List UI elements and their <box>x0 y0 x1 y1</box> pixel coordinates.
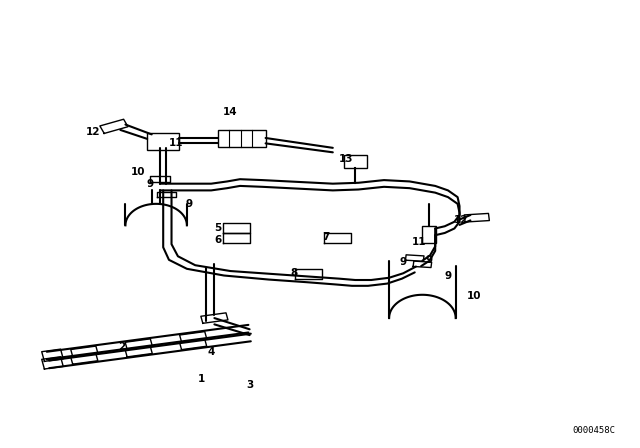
Text: 9: 9 <box>185 199 193 209</box>
Text: 8: 8 <box>291 268 298 278</box>
Text: 0000458C: 0000458C <box>573 426 616 435</box>
Text: 6: 6 <box>214 235 221 245</box>
Text: 7: 7 <box>323 233 330 242</box>
Text: 2: 2 <box>118 342 125 352</box>
Polygon shape <box>223 223 250 233</box>
Text: 9: 9 <box>444 271 452 280</box>
Text: 9: 9 <box>425 255 433 265</box>
Text: 12: 12 <box>454 215 468 224</box>
Text: 11: 11 <box>169 138 183 148</box>
Polygon shape <box>223 233 250 243</box>
Text: 5: 5 <box>214 224 221 233</box>
Text: 14: 14 <box>223 107 237 117</box>
Text: 11: 11 <box>412 237 426 247</box>
Text: 9: 9 <box>147 179 154 189</box>
Bar <box>218 130 266 147</box>
Bar <box>422 226 436 243</box>
Text: 13: 13 <box>339 154 353 164</box>
Text: 10: 10 <box>467 291 481 301</box>
Text: 4: 4 <box>207 347 215 357</box>
Polygon shape <box>295 269 322 279</box>
Bar <box>344 155 367 168</box>
Text: 3: 3 <box>246 380 253 390</box>
Bar <box>147 133 179 150</box>
Text: 10: 10 <box>131 168 145 177</box>
Text: 12: 12 <box>86 127 100 137</box>
Text: 1: 1 <box>198 374 205 383</box>
Text: 9: 9 <box>399 257 407 267</box>
Polygon shape <box>324 233 351 243</box>
